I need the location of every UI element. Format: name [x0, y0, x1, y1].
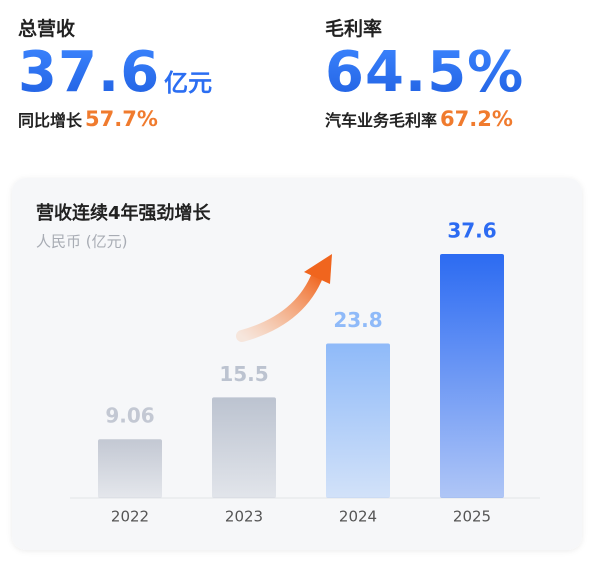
x-tick-label: 2022 [111, 508, 149, 526]
x-tick-label: 2024 [339, 508, 377, 526]
bar [212, 397, 276, 498]
value-label: 37.6 [447, 219, 496, 243]
kpi-sub-value: 57.7% [85, 107, 158, 131]
x-tick-label: 2023 [225, 508, 263, 526]
value-label: 23.8 [333, 308, 382, 332]
kpi-value: 64.5% [325, 40, 525, 105]
trend-arrow-head [304, 254, 332, 284]
chart-subtitle: 人民币 (亿元) [36, 233, 127, 251]
kpi-sub-label: 同比增长 [18, 111, 83, 130]
bar [98, 439, 162, 498]
kpi-margin: 毛利率 64.5% 汽车业务毛利率 67.2% [325, 14, 524, 131]
bar [440, 254, 504, 498]
kpi-label: 总营收 [18, 18, 76, 40]
value-label: 15.5 [219, 362, 268, 386]
kpi-unit: 亿元 [164, 69, 213, 97]
kpi-sub-label: 汽车业务毛利率 [325, 111, 438, 130]
trend-arrow [236, 268, 324, 342]
kpi-revenue: 总营收 37.6 亿元 同比增长 57.7% [18, 14, 212, 131]
bar [326, 343, 390, 498]
kpi-value: 37.6 [18, 40, 161, 105]
kpi-sub-value: 67.2% [440, 107, 513, 131]
value-label: 9.06 [105, 404, 154, 428]
chart-title: 营收连续4年强劲增长 [36, 202, 212, 224]
kpi-label: 毛利率 [325, 18, 383, 40]
x-tick-label: 2025 [453, 508, 491, 526]
